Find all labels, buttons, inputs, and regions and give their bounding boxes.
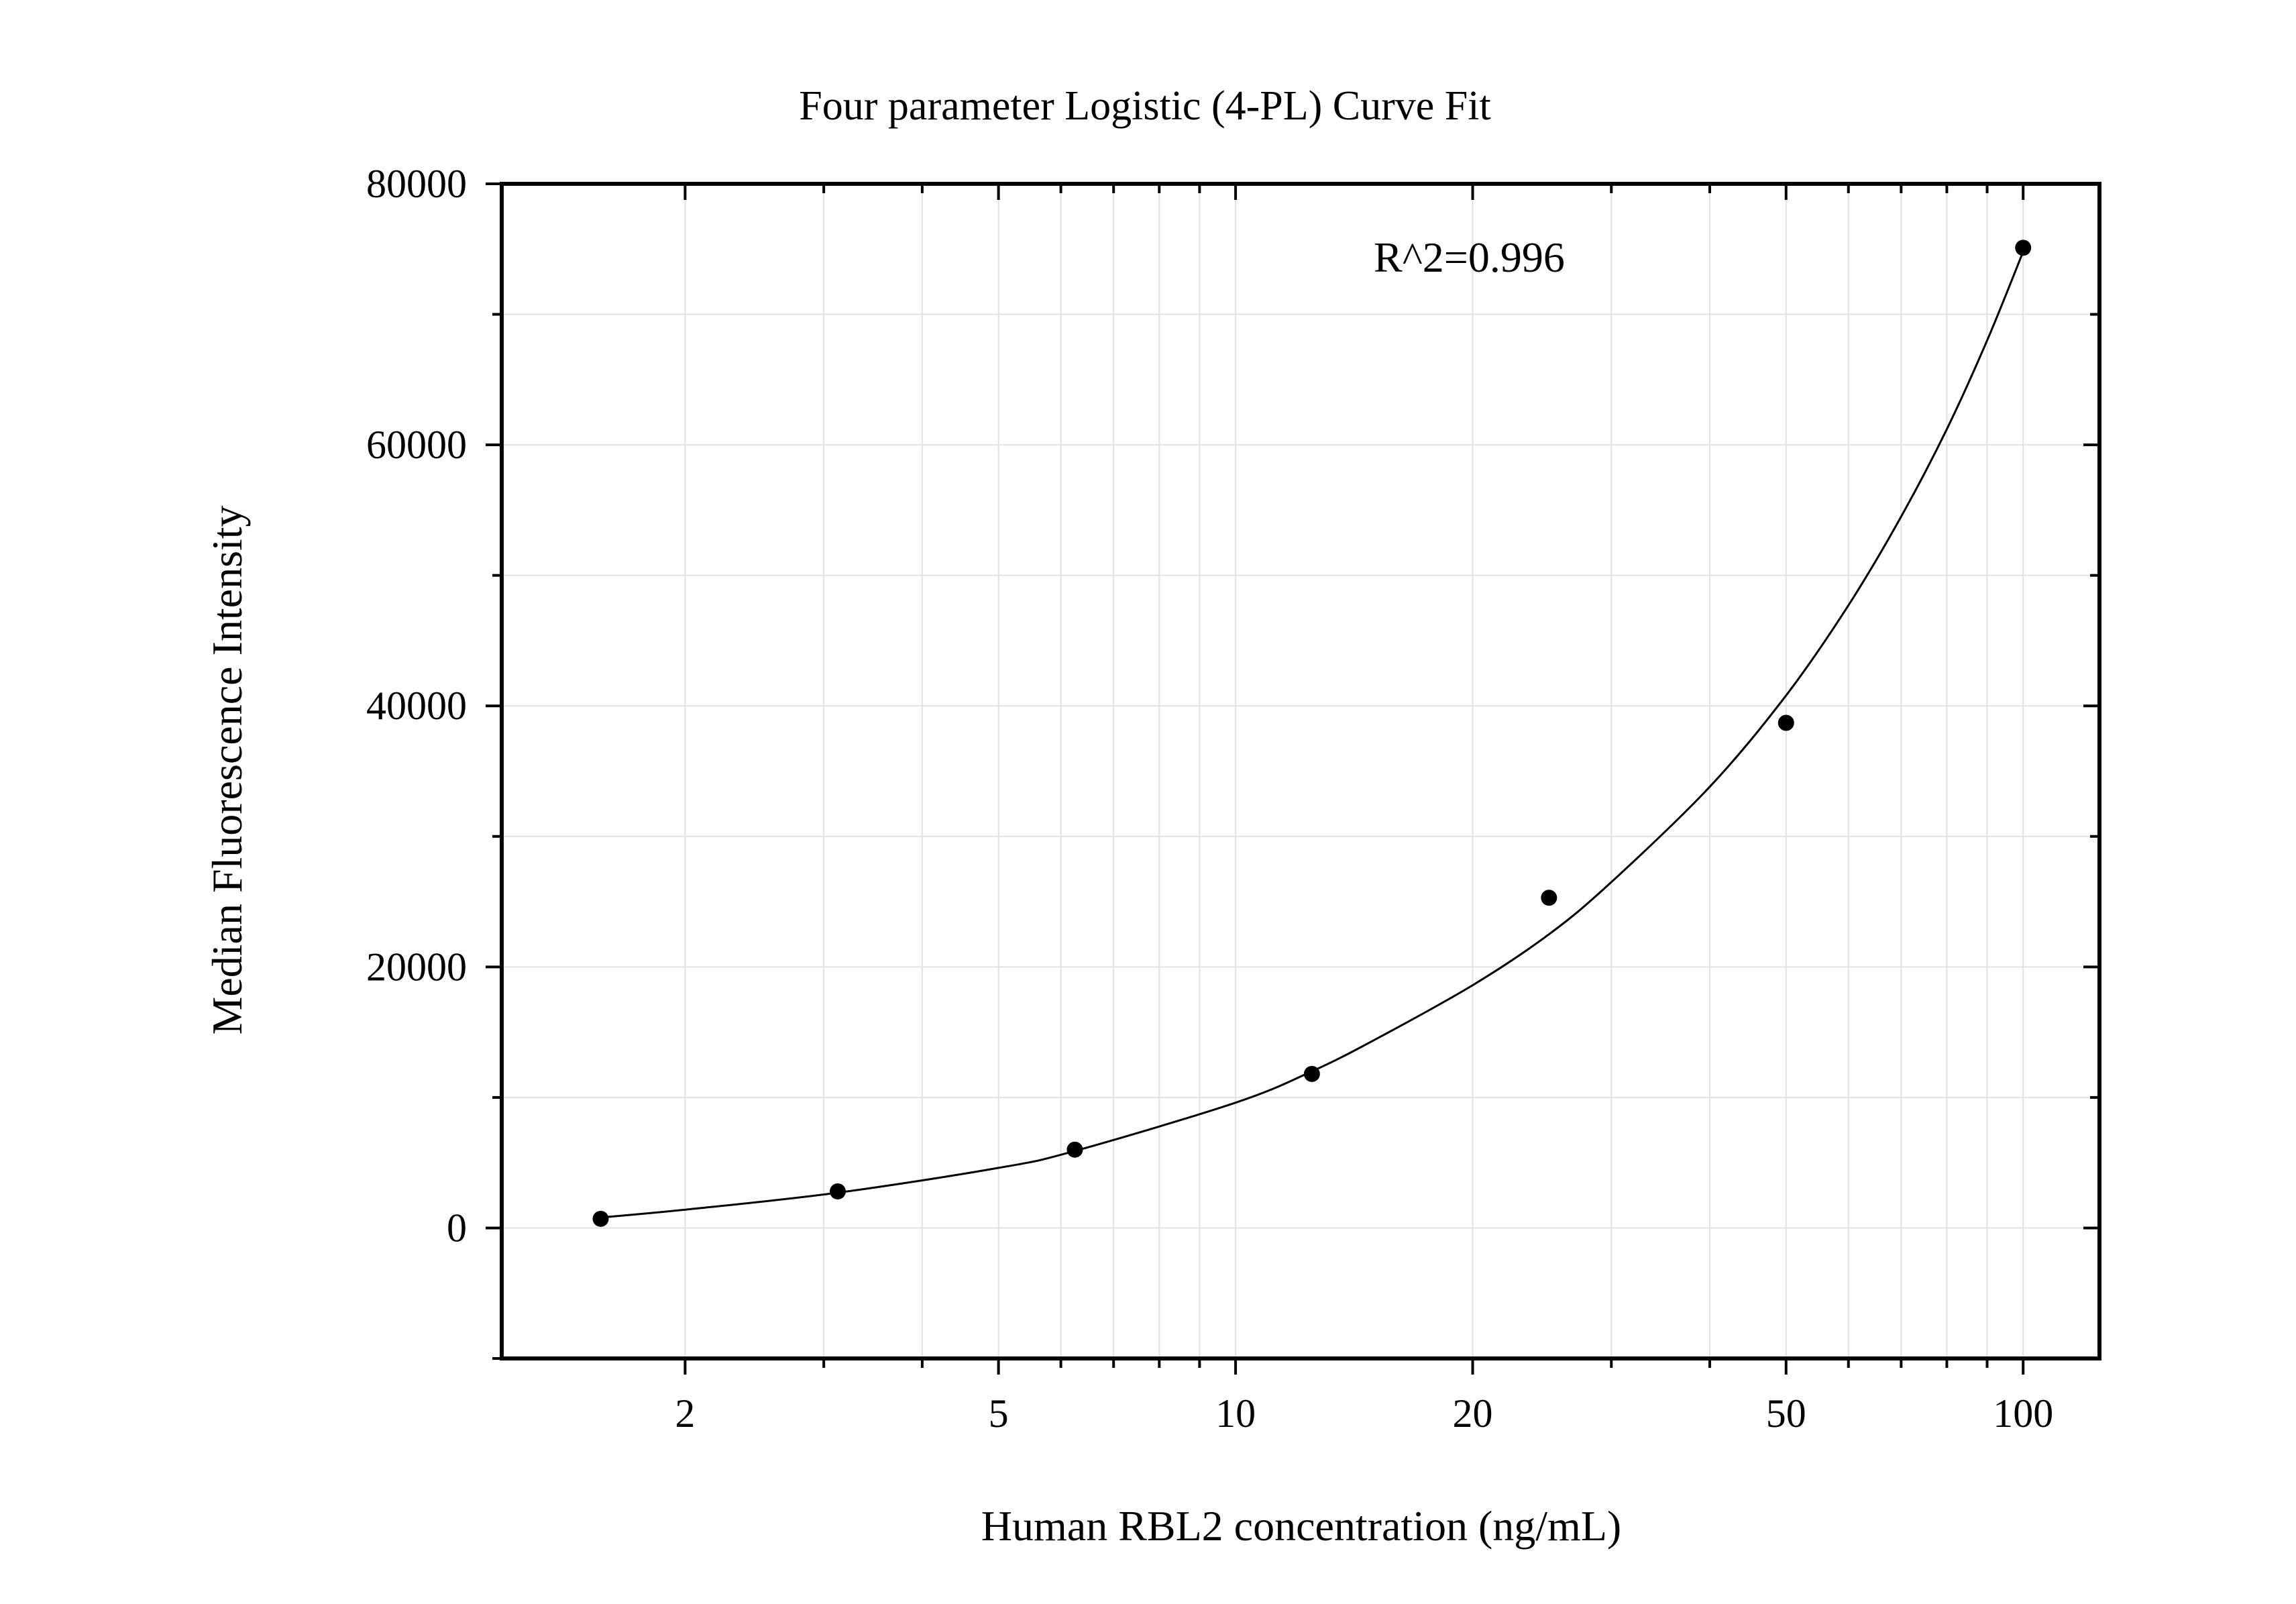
data-points <box>592 239 2032 1227</box>
data-point <box>592 1210 609 1227</box>
x-tick-label: 10 <box>1215 1391 1256 1436</box>
data-point <box>829 1183 846 1199</box>
x-tick-label: 2 <box>675 1391 695 1436</box>
x-tick-label: 5 <box>989 1391 1009 1436</box>
y-axis-label: Median Fluorescence Intensity <box>203 505 251 1034</box>
chart-title: Four parameter Logistic (4-PL) Curve Fit <box>799 83 1490 129</box>
y-tick-label: 60000 <box>366 423 467 467</box>
axes: 2 5 10 20 50 100 0 20000 40000 60000 80000 <box>366 162 2101 1436</box>
r-squared-annotation: R^2=0.996 <box>1374 233 1565 281</box>
data-point <box>1303 1065 1320 1082</box>
data-point <box>1778 714 1794 731</box>
x-tick-label: 20 <box>1453 1391 1493 1436</box>
fit-curve <box>600 251 2024 1219</box>
y-tick-label: 40000 <box>366 684 467 728</box>
y-tick-label: 0 <box>447 1206 467 1250</box>
data-point <box>1541 890 1557 906</box>
y-tick-label: 20000 <box>366 945 467 989</box>
y-tick-label: 80000 <box>366 162 467 206</box>
fit-curve-layer <box>600 251 2024 1219</box>
data-point <box>2015 239 2032 256</box>
plot-frame <box>500 182 2101 1360</box>
x-axis-label: Human RBL2 concentration (ng/mL) <box>981 1502 1621 1550</box>
x-tick-label: 50 <box>1766 1391 1806 1436</box>
data-point <box>1067 1141 1083 1158</box>
grid <box>502 184 2099 1358</box>
x-tick-label: 100 <box>1993 1391 2053 1436</box>
